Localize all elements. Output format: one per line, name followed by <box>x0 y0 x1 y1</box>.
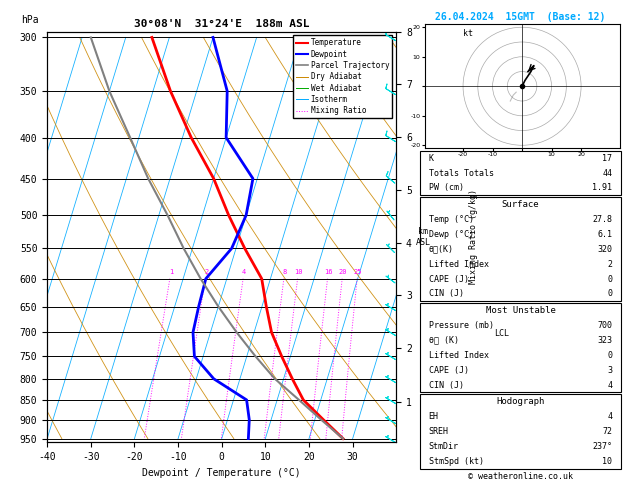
Text: 72: 72 <box>603 427 613 436</box>
Text: 4: 4 <box>242 269 246 275</box>
Text: 700: 700 <box>598 321 613 330</box>
Text: EH: EH <box>428 412 438 421</box>
Text: 2: 2 <box>204 269 208 275</box>
Text: 44: 44 <box>603 169 613 177</box>
Text: Pressure (mb): Pressure (mb) <box>428 321 494 330</box>
Text: 1.91: 1.91 <box>593 183 613 192</box>
Text: StmDir: StmDir <box>428 442 459 451</box>
Text: 0: 0 <box>608 290 613 298</box>
Text: 0: 0 <box>608 351 613 360</box>
Text: Mixing Ratio (g/kg): Mixing Ratio (g/kg) <box>469 190 477 284</box>
Text: 3: 3 <box>608 365 613 375</box>
Text: 10: 10 <box>294 269 303 275</box>
Text: 16: 16 <box>324 269 333 275</box>
Text: 237°: 237° <box>593 442 613 451</box>
Text: kt: kt <box>463 29 473 38</box>
Text: CAPE (J): CAPE (J) <box>428 365 469 375</box>
Text: StmSpd (kt): StmSpd (kt) <box>428 457 484 466</box>
Text: 8: 8 <box>282 269 287 275</box>
Text: SREH: SREH <box>428 427 448 436</box>
Title: 30°08'N  31°24'E  188m ASL: 30°08'N 31°24'E 188m ASL <box>134 19 309 30</box>
Text: CIN (J): CIN (J) <box>428 381 464 389</box>
Text: 6.1: 6.1 <box>598 230 613 239</box>
Text: Lifted Index: Lifted Index <box>428 260 489 269</box>
Text: 4: 4 <box>608 381 613 389</box>
Text: 323: 323 <box>598 336 613 345</box>
Text: Surface: Surface <box>502 200 539 209</box>
Text: Dewp (°C): Dewp (°C) <box>428 230 474 239</box>
Text: K: K <box>428 154 433 163</box>
Text: PW (cm): PW (cm) <box>428 183 464 192</box>
Text: 320: 320 <box>598 245 613 254</box>
Text: 27.8: 27.8 <box>593 215 613 224</box>
Text: Hodograph: Hodograph <box>496 397 545 406</box>
Text: 20: 20 <box>338 269 347 275</box>
X-axis label: Dewpoint / Temperature (°C): Dewpoint / Temperature (°C) <box>142 468 301 478</box>
Text: 1: 1 <box>169 269 173 275</box>
Text: LCL: LCL <box>494 329 509 338</box>
Text: θᴇ(K): θᴇ(K) <box>428 245 454 254</box>
Text: 10: 10 <box>603 457 613 466</box>
Text: Totals Totals: Totals Totals <box>428 169 494 177</box>
Text: Temp (°C): Temp (°C) <box>428 215 474 224</box>
Text: CIN (J): CIN (J) <box>428 290 464 298</box>
Text: 17: 17 <box>603 154 613 163</box>
Y-axis label: km
ASL: km ASL <box>416 227 430 246</box>
Text: θᴇ (K): θᴇ (K) <box>428 336 459 345</box>
Text: 26.04.2024  15GMT  (Base: 12): 26.04.2024 15GMT (Base: 12) <box>435 12 606 22</box>
Text: 25: 25 <box>353 269 362 275</box>
Text: Most Unstable: Most Unstable <box>486 306 555 315</box>
Text: 4: 4 <box>608 412 613 421</box>
Text: © weatheronline.co.uk: © weatheronline.co.uk <box>468 472 573 481</box>
Legend: Temperature, Dewpoint, Parcel Trajectory, Dry Adiabat, Wet Adiabat, Isotherm, Mi: Temperature, Dewpoint, Parcel Trajectory… <box>293 35 392 118</box>
Text: CAPE (J): CAPE (J) <box>428 275 469 283</box>
Text: 0: 0 <box>608 275 613 283</box>
Text: 2: 2 <box>608 260 613 269</box>
Text: hPa: hPa <box>21 16 38 25</box>
Text: Lifted Index: Lifted Index <box>428 351 489 360</box>
